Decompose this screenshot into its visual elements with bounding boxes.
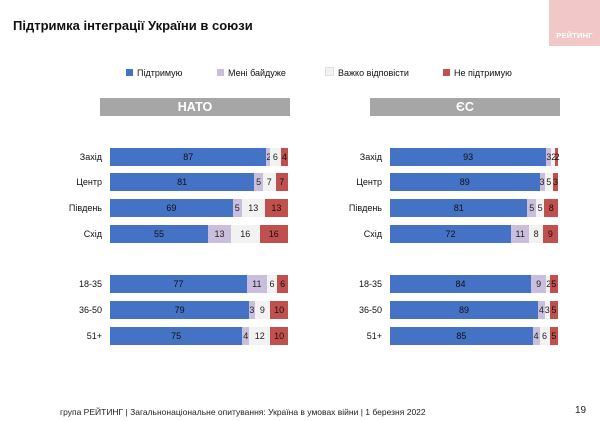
bar-segment: 81 bbox=[390, 199, 528, 217]
logo-text: РЕЙТИНГ bbox=[556, 31, 593, 40]
bar-segment: 4 bbox=[538, 301, 545, 319]
bar-segment: 84 bbox=[390, 275, 532, 293]
bar-segment: 13 bbox=[264, 199, 288, 217]
bar-segment: 5 bbox=[527, 199, 536, 217]
category-label: Південь bbox=[348, 203, 382, 213]
bar-segment: 9 bbox=[531, 275, 547, 293]
bar-segment: 8 bbox=[529, 225, 543, 243]
bar-segment: 6 bbox=[270, 148, 281, 166]
bar-segment: 77 bbox=[110, 275, 248, 293]
legend-item: Важко відповісти bbox=[325, 66, 409, 80]
bar-segment: 9 bbox=[542, 225, 558, 243]
bar-segment: 5 bbox=[549, 275, 558, 293]
legend-label: Підтримую bbox=[137, 68, 183, 78]
bar-segment: 87 bbox=[110, 148, 267, 166]
bar-segment: 89 bbox=[390, 173, 540, 191]
category-label: 51+ bbox=[86, 331, 102, 341]
bar-segment: 3 bbox=[544, 301, 550, 319]
category-label: 36-50 bbox=[358, 305, 382, 315]
bar-segment: 3 bbox=[249, 301, 255, 319]
bar-segment: 6 bbox=[539, 327, 550, 345]
bar-segment: 13 bbox=[207, 225, 232, 243]
bar-segment: 10 bbox=[270, 327, 288, 345]
bar-segment: 5 bbox=[544, 173, 553, 191]
bar-segment: 5 bbox=[549, 301, 558, 319]
category-label: Схід bbox=[83, 229, 102, 239]
bar-segment: 5 bbox=[535, 199, 545, 217]
bar-segment: 4 bbox=[242, 327, 250, 345]
category-label: 51+ bbox=[366, 331, 382, 341]
bar-segment: 75 bbox=[110, 327, 243, 345]
bar-segment: 81 bbox=[110, 173, 255, 191]
bar-segment: 79 bbox=[110, 301, 250, 319]
category-label: Центр bbox=[356, 177, 382, 187]
bar-segment: 11 bbox=[247, 275, 267, 293]
page-number: 19 bbox=[575, 405, 587, 416]
footer-text: група РЕЙТИНГ | Загальнонаціональне опит… bbox=[60, 407, 426, 417]
bar-segment: 4 bbox=[280, 148, 288, 166]
bar-segment: 85 bbox=[390, 327, 533, 345]
chart-title: ЄС bbox=[370, 98, 560, 116]
legend-label: Мені байдуже bbox=[228, 68, 286, 78]
bar-segment: 2 bbox=[546, 275, 551, 293]
bar-segment: 10 bbox=[270, 301, 288, 319]
bar-segment: 6 bbox=[277, 275, 288, 293]
legend-swatch bbox=[443, 69, 450, 76]
bar-segment: 7 bbox=[275, 173, 288, 191]
legend-item: Підтримую bbox=[126, 66, 182, 80]
bar-segment: 12 bbox=[249, 327, 271, 345]
rating-logo: РЕЙТИНГ bbox=[549, 0, 600, 46]
legend-label: Не підтримую bbox=[454, 68, 512, 78]
category-label: 18-35 bbox=[358, 279, 382, 289]
legend-swatch bbox=[325, 67, 334, 76]
bar-segment: 55 bbox=[110, 225, 208, 243]
bar-segment: 72 bbox=[390, 225, 511, 243]
bar-segment: 16 bbox=[259, 225, 288, 243]
page-title: Підтримка інтеграції України в союзи bbox=[13, 18, 253, 33]
bar-segment: 89 bbox=[390, 301, 539, 319]
bar-segment: 16 bbox=[231, 225, 260, 243]
bar-segment: 11 bbox=[510, 225, 530, 243]
chart-title: НАТО bbox=[100, 98, 290, 116]
legend-swatch bbox=[217, 69, 224, 76]
category-label: Центр bbox=[76, 177, 102, 187]
legend-item: Не підтримую bbox=[443, 66, 512, 80]
bar-segment: 2 bbox=[551, 148, 556, 166]
bar-segment: 93 bbox=[390, 148, 547, 166]
legend-item: Мені байдуже bbox=[217, 66, 286, 80]
category-label: Схід bbox=[363, 229, 382, 239]
bar-segment: 6 bbox=[266, 275, 278, 293]
bar-segment: 7 bbox=[263, 173, 276, 191]
bar-segment: 69 bbox=[110, 199, 233, 217]
bar-segment: 8 bbox=[544, 199, 558, 217]
bar-segment: 4 bbox=[532, 327, 540, 345]
bar-segment: 3 bbox=[552, 173, 558, 191]
bar-segment: 3 bbox=[546, 148, 552, 166]
legend-label: Важко відповісти bbox=[338, 68, 409, 78]
legend-swatch bbox=[126, 69, 133, 76]
bar-segment: 5 bbox=[232, 199, 242, 217]
bar-segment: 5 bbox=[254, 173, 264, 191]
category-label: 36-50 bbox=[78, 305, 102, 315]
bar-segment: 9 bbox=[254, 301, 271, 319]
bar-segment: 2 bbox=[266, 148, 271, 166]
category-label: 18-35 bbox=[78, 279, 102, 289]
bar-segment: 3 bbox=[539, 173, 545, 191]
bar-segment: 2 bbox=[554, 148, 560, 166]
bar-segment: 5 bbox=[549, 327, 558, 345]
category-label: Південь bbox=[68, 203, 102, 213]
bar-segment: 13 bbox=[241, 199, 265, 217]
category-label: Захід bbox=[79, 152, 102, 162]
category-label: Захід bbox=[359, 152, 382, 162]
